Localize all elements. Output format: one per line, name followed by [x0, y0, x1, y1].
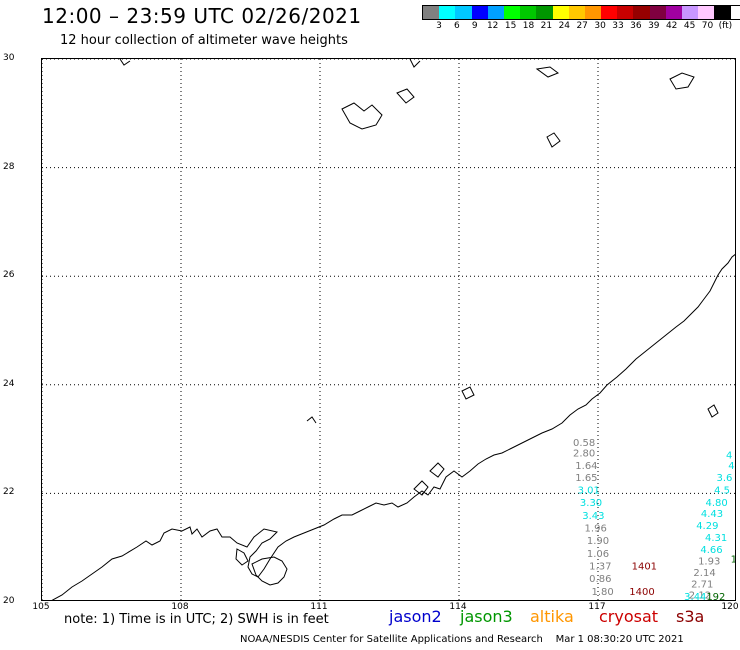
- legend-swatch: [665, 6, 682, 19]
- swh-value: 4.5: [714, 486, 730, 497]
- swh-value: 3.6: [716, 473, 732, 484]
- longitude-label: 108: [171, 602, 189, 612]
- satellite-jason2: jason2: [389, 607, 442, 626]
- legend-swatch: [423, 6, 440, 19]
- swh-value: 2.71: [691, 580, 713, 591]
- swh-value: 1400: [629, 587, 654, 598]
- swh-value: 1.64: [575, 461, 597, 472]
- legend-tick-label: 18: [522, 21, 535, 31]
- latitude-label: 22: [3, 487, 15, 498]
- longitude-label: 111: [310, 602, 328, 612]
- graticule: [42, 59, 735, 600]
- swh-value: 3.30: [580, 498, 602, 509]
- legend-swatch: [552, 6, 569, 19]
- swh-value: 1.80: [592, 587, 614, 598]
- legend-tick-label: 21: [540, 21, 553, 31]
- swh-value: 4.80: [705, 498, 727, 509]
- credit-text: NOAA/NESDIS Center for Satellite Applica…: [240, 634, 543, 645]
- legend-tick-label: 12: [486, 21, 499, 31]
- swh-value: 2.14: [693, 568, 715, 579]
- swh-value: 4: [728, 461, 734, 472]
- legend-swatch: [568, 6, 585, 19]
- legend-swatch: [503, 6, 521, 19]
- map-panel[interactable]: 0.58 2.80 1.64 1.65 3.01 3.30 3.43 1.96 1.90 1.06…: [41, 58, 736, 601]
- swh-value: 4: [726, 450, 732, 461]
- longitude-label: 120: [721, 602, 739, 612]
- swh-points: 0.582.801.641.65 3.013.30 3.43 1.961.90 1.06…: [573, 438, 736, 601]
- note-text: note: 1) Time is in UTC; 2) SWH is in fe…: [64, 612, 329, 627]
- legend-tick-label: 45: [683, 21, 696, 31]
- legend-swatch: [682, 6, 699, 19]
- legend-tick-label: 24: [558, 21, 571, 31]
- swh-value: 1: [731, 555, 736, 566]
- legend-swatch: [439, 6, 456, 19]
- legend-tick-label: 33: [612, 21, 624, 31]
- swh-value: 3.43: [582, 511, 604, 522]
- latitude-label: 24: [3, 378, 15, 389]
- map-svg: 0.582.801.641.65 3.013.30 3.43 1.961.90 1.06…: [42, 59, 736, 601]
- legend-swatch: [714, 6, 731, 19]
- legend-swatch: [633, 6, 650, 19]
- latitude-label: 28: [3, 161, 15, 172]
- legend-swatch: [584, 6, 602, 19]
- legend-swatch: [617, 6, 634, 19]
- longitude-label: 105: [32, 602, 50, 612]
- swh-value: 4.31: [705, 533, 727, 544]
- chart-subtitle: 12 hour collection of altimeter wave hei…: [60, 33, 348, 48]
- legend-tick-label: 6: [454, 21, 460, 31]
- latitude-label: 26: [3, 270, 15, 281]
- swh-value: 1.37: [589, 562, 611, 573]
- legend-tick-label: (ft): [718, 21, 733, 31]
- legend-swatch: [601, 6, 618, 19]
- legend-ticks: 3 6 9 12 15 18 21 24 27 30 33 36 39 42 45 70 (ft): [422, 20, 740, 34]
- legend-tick-label: 36: [630, 21, 642, 31]
- swh-value: 4.29: [696, 521, 718, 532]
- latitude-label: 30: [3, 53, 15, 63]
- swh-value: 2.80: [573, 449, 595, 460]
- legend-swatch: [649, 6, 666, 19]
- longitude-label: 117: [588, 602, 606, 612]
- swh-value: 1.93: [698, 557, 720, 568]
- satellite-cryosat: cryosat: [599, 607, 659, 626]
- swh-value: 1.06: [587, 549, 609, 560]
- swh-value: 4.43: [701, 509, 723, 520]
- swh-value: 0.86: [589, 574, 611, 585]
- latitude-label: 20: [3, 596, 15, 606]
- legend-tick-label: 3: [436, 21, 442, 31]
- legend-swatch: [487, 6, 504, 19]
- swh-value: 1.65: [575, 473, 597, 484]
- legend-tick-label: 27: [576, 21, 588, 31]
- satellite-altika: altika: [530, 607, 574, 626]
- color-legend: 3 6 9 12 15 18 21 24 27 30 33 36 39 42 45 70 (ft): [422, 5, 740, 34]
- legend-tick-label: 30: [594, 21, 606, 31]
- chart-title: 12:00 – 23:59 UTC 02/26/2021: [42, 4, 362, 28]
- swh-value: 0.58: [573, 438, 595, 449]
- satellite-jason3: jason3: [460, 607, 513, 626]
- legend-tick-label: 42: [665, 21, 678, 31]
- swh-value: 4.66: [700, 545, 722, 556]
- swh-value: 192: [706, 592, 725, 601]
- swh-value: 3.44: [684, 592, 706, 601]
- legend-tick-label: 39: [648, 21, 660, 31]
- legend-swatch: [455, 6, 472, 19]
- legend-swatches: [422, 5, 740, 20]
- legend-tick-label: 70: [701, 21, 714, 31]
- satellite-s3a: s3a: [676, 607, 705, 626]
- legend-swatch: [471, 6, 488, 19]
- credit-line: NOAA/NESDIS Center for Satellite Applica…: [240, 634, 684, 645]
- swh-value: 1.90: [587, 536, 609, 547]
- coastline: [51, 59, 735, 600]
- legend-swatch: [520, 6, 537, 19]
- swh-value: 2.12: [689, 590, 711, 601]
- swh-value: 1.96: [585, 524, 607, 535]
- swh-value: 3.01: [578, 486, 600, 497]
- legend-tick-label: 15: [504, 21, 517, 31]
- swh-value: 1401: [632, 562, 657, 573]
- legend-swatch: [536, 6, 553, 19]
- longitude-label: 114: [449, 602, 467, 612]
- timestamp-text: Mar 1 08:30:20 UTC 2021: [555, 634, 684, 645]
- legend-tick-label: 9: [471, 21, 478, 31]
- legend-swatch: [698, 6, 715, 19]
